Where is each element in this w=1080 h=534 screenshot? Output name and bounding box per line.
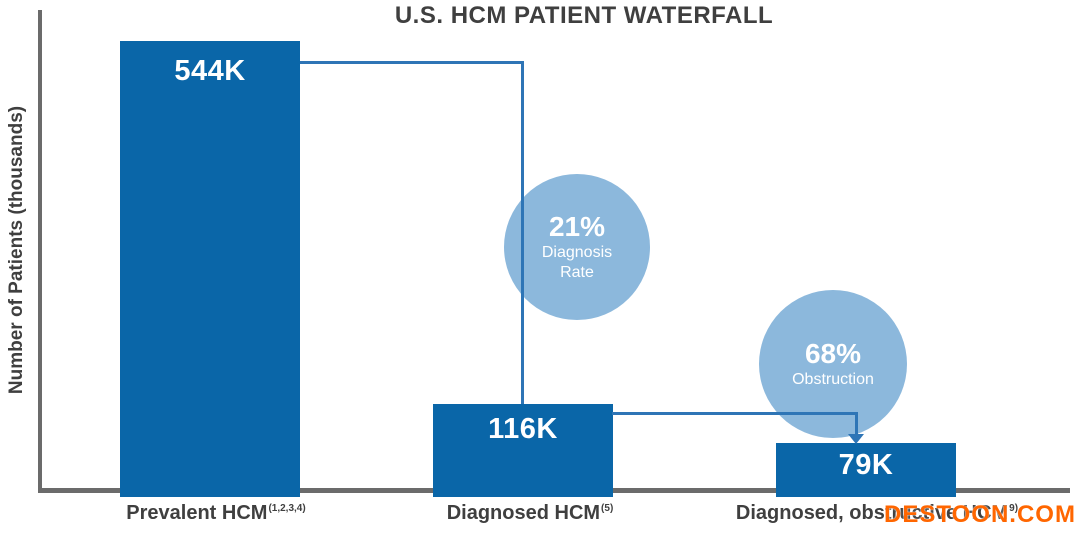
bar-diagnosed-obstructive-hcm: 79K <box>776 443 956 497</box>
annotation-text: Diagnosis <box>541 244 613 262</box>
bar-prevalent-hcm: 544K <box>120 41 300 497</box>
bar-diagnosed-hcm: 116K <box>433 404 613 497</box>
category-text: Diagnosed, obstructive HCM <box>735 502 1009 524</box>
category-superscript: (1,2,3,4) <box>268 503 306 514</box>
bar-value-label: 116K <box>488 413 558 445</box>
category-superscript: 9) <box>1009 503 1019 514</box>
annotation-value: 21% <box>548 210 606 242</box>
connector-line-bar1-horizontal <box>300 61 524 64</box>
chart-title: U.S. HCM PATIENT WATERFALL <box>394 2 774 29</box>
annotation-circle-diagnosis-rate: 21% Diagnosis Rate <box>504 174 650 320</box>
destoon-watermark: DESTOON.COM <box>884 501 1076 528</box>
annotation-text: Rate <box>560 264 594 282</box>
category-label-diagnosed-obstructive-hcm: Diagnosed, obstructive HCM9) <box>736 502 1018 525</box>
connector-line-bar1-to-bar2-vertical <box>521 61 524 404</box>
category-superscript: (5) <box>601 503 614 514</box>
connector-line-bar2-horizontal <box>612 412 858 415</box>
y-axis-line <box>38 10 42 493</box>
annotation-circle-obstruction: 68% Obstruction <box>759 290 907 438</box>
category-text: Prevalent HCM <box>126 502 268 524</box>
category-label-diagnosed-hcm: Diagnosed HCM(5) <box>447 502 614 525</box>
annotation-text: Obstruction <box>792 371 874 389</box>
bar-value-label: 544K <box>174 55 246 87</box>
y-axis-label: Number of Patients (thousands) <box>6 105 27 395</box>
category-label-prevalent-hcm: Prevalent HCM(1,2,3,4) <box>126 502 305 525</box>
bar-value-label: 79K <box>838 449 894 481</box>
category-text: Diagnosed HCM <box>446 502 601 524</box>
annotation-value: 68% <box>804 337 862 369</box>
connector-line-bar2-to-bar3-vertical <box>855 412 858 436</box>
arrow-down-icon <box>848 434 864 444</box>
